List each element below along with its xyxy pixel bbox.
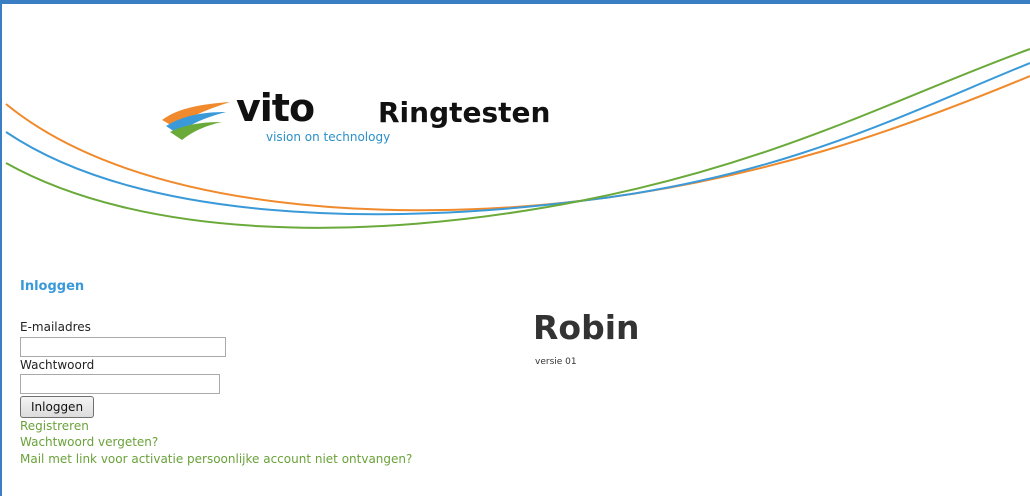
- logo-wordmark: vito: [236, 86, 315, 130]
- activation-mail-link[interactable]: Mail met link voor activatie persoonlijk…: [20, 452, 413, 466]
- register-link[interactable]: Registreren: [20, 419, 89, 433]
- login-heading: Inloggen: [20, 279, 85, 294]
- logo-tagline: vision on technology: [266, 130, 391, 144]
- app-title: Ringtesten: [378, 96, 551, 129]
- email-label: E-mailadres: [20, 320, 91, 334]
- logo-swoosh-icon: [162, 102, 230, 140]
- version-label: versie 01: [535, 357, 577, 367]
- green-curve: [5, 48, 1030, 229]
- login-button[interactable]: Inloggen: [20, 396, 95, 418]
- forgot-password-link[interactable]: Wachtwoord vergeten?: [20, 435, 159, 449]
- email-input[interactable]: [20, 337, 226, 357]
- product-name: Robin: [533, 308, 640, 347]
- password-input[interactable]: [20, 374, 220, 394]
- password-label: Wachtwoord: [20, 358, 95, 372]
